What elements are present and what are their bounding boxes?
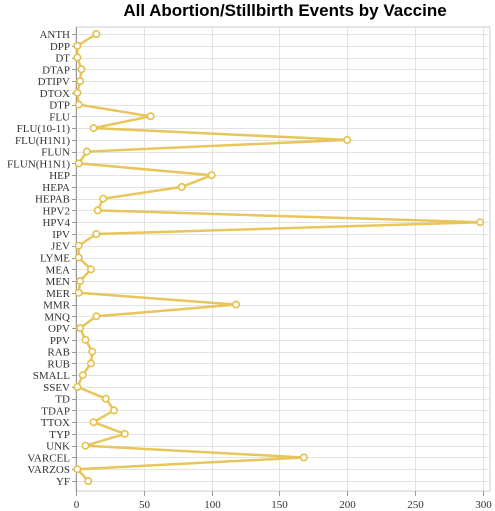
data-point [146,112,155,121]
data-point [78,371,87,380]
data-point [93,206,102,215]
data-point [76,77,85,86]
data-point [89,418,98,427]
data-point [177,182,186,191]
y-category-label: TTOX [41,417,70,429]
data-point [74,288,83,297]
data-point [476,218,485,227]
x-axis-labels: 0 50 100 150 200 250 300 [74,499,493,511]
y-category-label: HEP [49,170,70,182]
y-category-label: OPV [48,323,70,335]
y-category-label: MEA [46,264,71,276]
y-category-label: DTOX [40,88,70,100]
y-category-label: MEN [46,276,71,288]
data-point [81,441,90,450]
y-category-label: TD [55,394,70,406]
y-category-label: JEV [51,241,70,253]
data-point [74,241,83,250]
y-category-label: DTP [49,100,70,112]
x-tick-label: 100 [204,499,221,511]
y-category-label: ANTH [39,29,70,41]
data-point [92,230,101,239]
data-point [74,159,83,168]
y-category-label: FLU [49,111,70,123]
data-point [299,453,308,462]
y-category-label: TDAP [41,405,70,417]
series-line [76,32,482,482]
data-point [84,476,93,485]
data-point [73,88,82,97]
y-category-label: VARCEL [27,452,70,464]
data-point [73,53,82,62]
x-tick-label: 200 [339,499,356,511]
x-tick-label: 50 [139,499,151,511]
data-point [82,147,91,156]
y-category-label: DTAP [42,64,70,76]
y-category-label: RUB [47,358,70,370]
data-point [207,171,216,180]
data-point [92,29,101,38]
y-category-label: DPP [50,41,70,53]
y-category-label: FLU(H1N1) [15,135,70,147]
data-point [88,347,97,356]
axis-layer [72,27,484,496]
y-category-label: FLU(10-11) [17,123,71,135]
y-category-label: UNK [46,441,70,453]
x-tick-label: 300 [475,499,492,511]
x-tick-label: 0 [74,499,80,511]
y-category-label: HEPAB [35,194,70,206]
data-point [232,300,241,309]
data-point [73,41,82,50]
data-point [343,135,352,144]
y-category-label: MER [46,288,71,300]
data-point [120,429,129,438]
y-category-label: TYP [49,429,70,441]
x-tick-label: 250 [407,499,424,511]
data-point [86,265,95,274]
y-axis-labels: ANTHDPPDTDTAPDTIPVDTOXDTPFLUFLU(10-11)FL… [7,29,71,488]
y-category-label: YF [56,476,70,488]
data-point [86,359,95,368]
data-point [77,65,86,74]
data-point [110,406,119,415]
data-point [76,276,85,285]
y-category-label: DT [55,53,70,65]
data-point [74,253,83,262]
y-category-label: HPV2 [42,205,70,217]
y-category-label: SMALL [33,370,71,382]
chart-title: All Abortion/Stillbirth Events by Vaccin… [123,1,447,20]
data-points-layer [73,29,485,485]
grid-layer [75,26,491,492]
data-point [101,394,110,403]
y-category-label: HPV4 [42,217,70,229]
y-category-label: RAB [47,347,70,359]
y-category-label: HEPA [42,182,70,194]
data-point [99,194,108,203]
y-category-label: DTIPV [38,76,70,88]
y-category-label: IPV [52,229,70,241]
y-category-label: FLUN [41,147,70,159]
y-category-label: PPV [50,335,70,347]
data-point [76,324,85,333]
y-category-label: LYME [40,253,70,265]
y-category-label: SSEV [43,382,70,394]
y-category-label: MNQ [44,311,70,323]
y-category-label: MMR [43,300,71,312]
data-point [81,335,90,344]
x-tick-label: 150 [271,499,288,511]
y-category-label: FLUN(H1N1) [7,158,70,170]
data-point [89,124,98,133]
data-point [73,465,82,474]
data-point [92,312,101,321]
data-point [73,382,82,391]
data-point [74,100,83,109]
series-line-layer [76,32,482,482]
y-category-label: VARZOS [27,464,70,476]
